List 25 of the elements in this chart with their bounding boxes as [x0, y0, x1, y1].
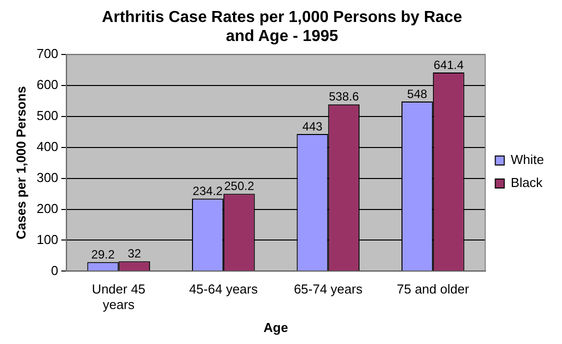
data-label: 29.2 [91, 247, 115, 262]
x-tick-label: 65-74 years [294, 282, 363, 297]
data-label: 250.2 [224, 179, 254, 194]
x-tick-label: 75 and older [396, 282, 470, 297]
y-tick-label: 600 [36, 76, 58, 92]
y-tick-label: 300 [36, 170, 58, 185]
data-label: 32 [128, 246, 142, 261]
y-tick-label: 100 [36, 232, 58, 247]
y-tick-label: 500 [36, 108, 58, 123]
data-label: 538.6 [328, 90, 360, 104]
x-tick-label: Under 45 years [92, 282, 146, 312]
data-label: 641.4 [434, 58, 464, 72]
x-axis-title: Age [264, 320, 288, 335]
y-tick-label: 700 [36, 46, 58, 61]
chart-title: Arthritis Case Rates per 1,000 Persons by Race and Age - 1995 [102, 9, 462, 46]
y-tick-label: 0 [51, 262, 58, 278]
y-tick-label: 200 [36, 200, 58, 216]
data-label: 443 [302, 119, 323, 134]
y-axis-title: Cases per 1,000 Persons [13, 86, 28, 240]
x-tick-label: 45-64 years [189, 282, 258, 297]
legend-label: Black [510, 175, 544, 190]
legend-label: White [510, 152, 544, 168]
y-tick-label: 400 [36, 138, 58, 154]
data-label: 234.2 [192, 184, 224, 198]
data-label: 548 [407, 86, 428, 101]
